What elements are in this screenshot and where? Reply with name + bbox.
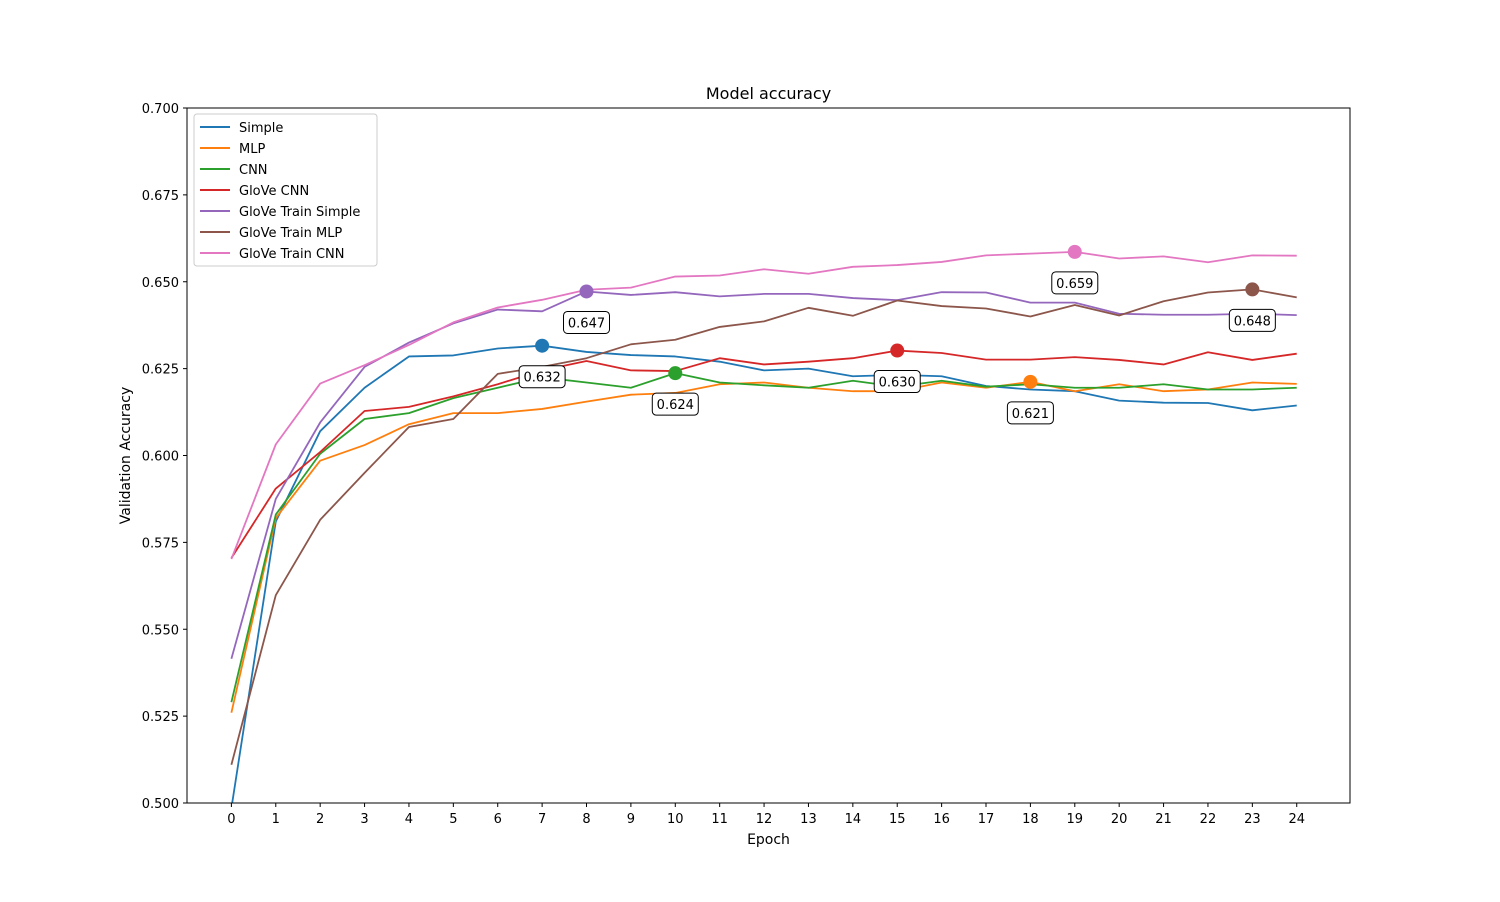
series-line-simple <box>231 344 1297 803</box>
x-tick-label: 13 <box>800 812 817 827</box>
x-tick-label: 8 <box>582 812 590 827</box>
x-tick-label: 23 <box>1244 812 1261 827</box>
x-tick-label: 4 <box>405 812 413 827</box>
x-tick-label: 19 <box>1067 812 1084 827</box>
y-axis-ticks: 0.500 0.525 0.550 0.575 0.600 0.625 0.650 0.675… <box>142 102 187 812</box>
legend-label-cnn: CNN <box>239 163 268 178</box>
series-line-mlp <box>230 380 1297 713</box>
best-point-glove-train-mlp <box>1245 282 1260 297</box>
x-tick-label: 22 <box>1200 812 1217 827</box>
chart-title: Model accuracy <box>706 84 831 103</box>
best-label-box-simple <box>518 365 566 389</box>
x-axis-ticks: 0 1 2 3 4 5 6 7 8 9 10 11 12 13 14 15 16 17 18 19 20 21 22 23 24 <box>227 803 1305 827</box>
legend: Simple MLP CNN GloVe CNN GloVe Train Simple G… <box>193 113 378 267</box>
best-label-box-glove-train-mlp <box>1228 308 1276 332</box>
best-label-box-cnn <box>651 392 699 416</box>
best-point-glove-cnn <box>890 343 905 358</box>
best-label-glove-cnn: 0.630 <box>879 376 916 391</box>
y-tick-label: 0.625 <box>142 363 179 378</box>
x-tick-label: 3 <box>360 812 368 827</box>
best-label-mlp: 0.621 <box>1012 407 1049 422</box>
best-label-glove-train-mlp: 0.648 <box>1234 314 1271 329</box>
legend-label-glove-cnn: GloVe CNN <box>239 184 309 199</box>
legend-label-glove-train-simple: GloVe Train Simple <box>239 205 360 220</box>
x-tick-label: 10 <box>667 812 684 827</box>
x-tick-label: 21 <box>1155 812 1172 827</box>
y-tick-label: 0.700 <box>142 102 179 117</box>
x-tick-label: 15 <box>889 812 906 827</box>
y-tick-label: 0.575 <box>142 536 179 551</box>
x-tick-label: 6 <box>494 812 502 827</box>
best-label-glove-train-cnn: 0.659 <box>1056 277 1093 292</box>
x-tick-label: 5 <box>449 812 457 827</box>
legend-label-mlp: MLP <box>239 142 265 157</box>
legend-label-glove-train-cnn: GloVe Train CNN <box>239 247 345 262</box>
legend-label-simple: Simple <box>239 121 283 136</box>
x-tick-label: 0 <box>227 812 235 827</box>
best-annotations: 0.632 0.621 0.624 0.630 0.647 0.648 0.659 <box>518 271 1276 425</box>
x-tick-label: 7 <box>538 812 546 827</box>
y-tick-label: 0.650 <box>142 276 179 291</box>
series-lines <box>230 250 1297 803</box>
x-tick-label: 17 <box>978 812 995 827</box>
best-point-glove-train-cnn <box>1067 244 1082 259</box>
y-tick-label: 0.550 <box>142 623 179 638</box>
x-tick-label: 18 <box>1022 812 1039 827</box>
y-tick-label: 0.675 <box>142 189 179 204</box>
best-point-cnn <box>668 366 683 381</box>
legend-box <box>193 113 378 267</box>
y-tick-label: 0.600 <box>142 450 179 465</box>
x-tick-label: 20 <box>1111 812 1128 827</box>
y-tick-label: 0.500 <box>142 797 179 812</box>
legend-label-glove-train-mlp: GloVe Train MLP <box>239 226 342 241</box>
y-axis-label: Validation Accuracy <box>118 387 134 525</box>
x-tick-label: 11 <box>711 812 728 827</box>
best-point-glove-train-simple <box>579 284 594 299</box>
best-label-box-glove-train-simple <box>563 310 611 334</box>
x-tick-label: 12 <box>756 812 773 827</box>
best-point-mlp <box>1023 374 1038 389</box>
best-markers <box>535 244 1260 389</box>
best-label-box-mlp <box>1006 401 1054 425</box>
x-tick-label: 16 <box>933 812 950 827</box>
best-label-cnn: 0.624 <box>657 398 694 413</box>
series-line-glove-train-mlp <box>230 288 1297 765</box>
x-tick-label: 14 <box>845 812 862 827</box>
best-label-glove-train-simple: 0.647 <box>568 316 605 331</box>
series-line-cnn <box>230 372 1297 703</box>
x-tick-label: 9 <box>627 812 635 827</box>
series-line-glove-cnn <box>230 349 1297 559</box>
best-point-simple <box>535 338 550 353</box>
y-tick-label: 0.525 <box>142 710 179 725</box>
x-tick-label: 24 <box>1288 812 1305 827</box>
x-tick-label: 1 <box>272 812 280 827</box>
series-line-glove-train-cnn <box>230 250 1297 560</box>
best-label-box-glove-cnn <box>873 370 921 394</box>
x-axis-label: Epoch <box>747 832 790 848</box>
x-tick-label: 2 <box>316 812 324 827</box>
series-line-glove-train-simple <box>230 290 1297 660</box>
best-label-box-glove-train-cnn <box>1051 271 1099 295</box>
best-label-simple: 0.632 <box>524 371 561 386</box>
